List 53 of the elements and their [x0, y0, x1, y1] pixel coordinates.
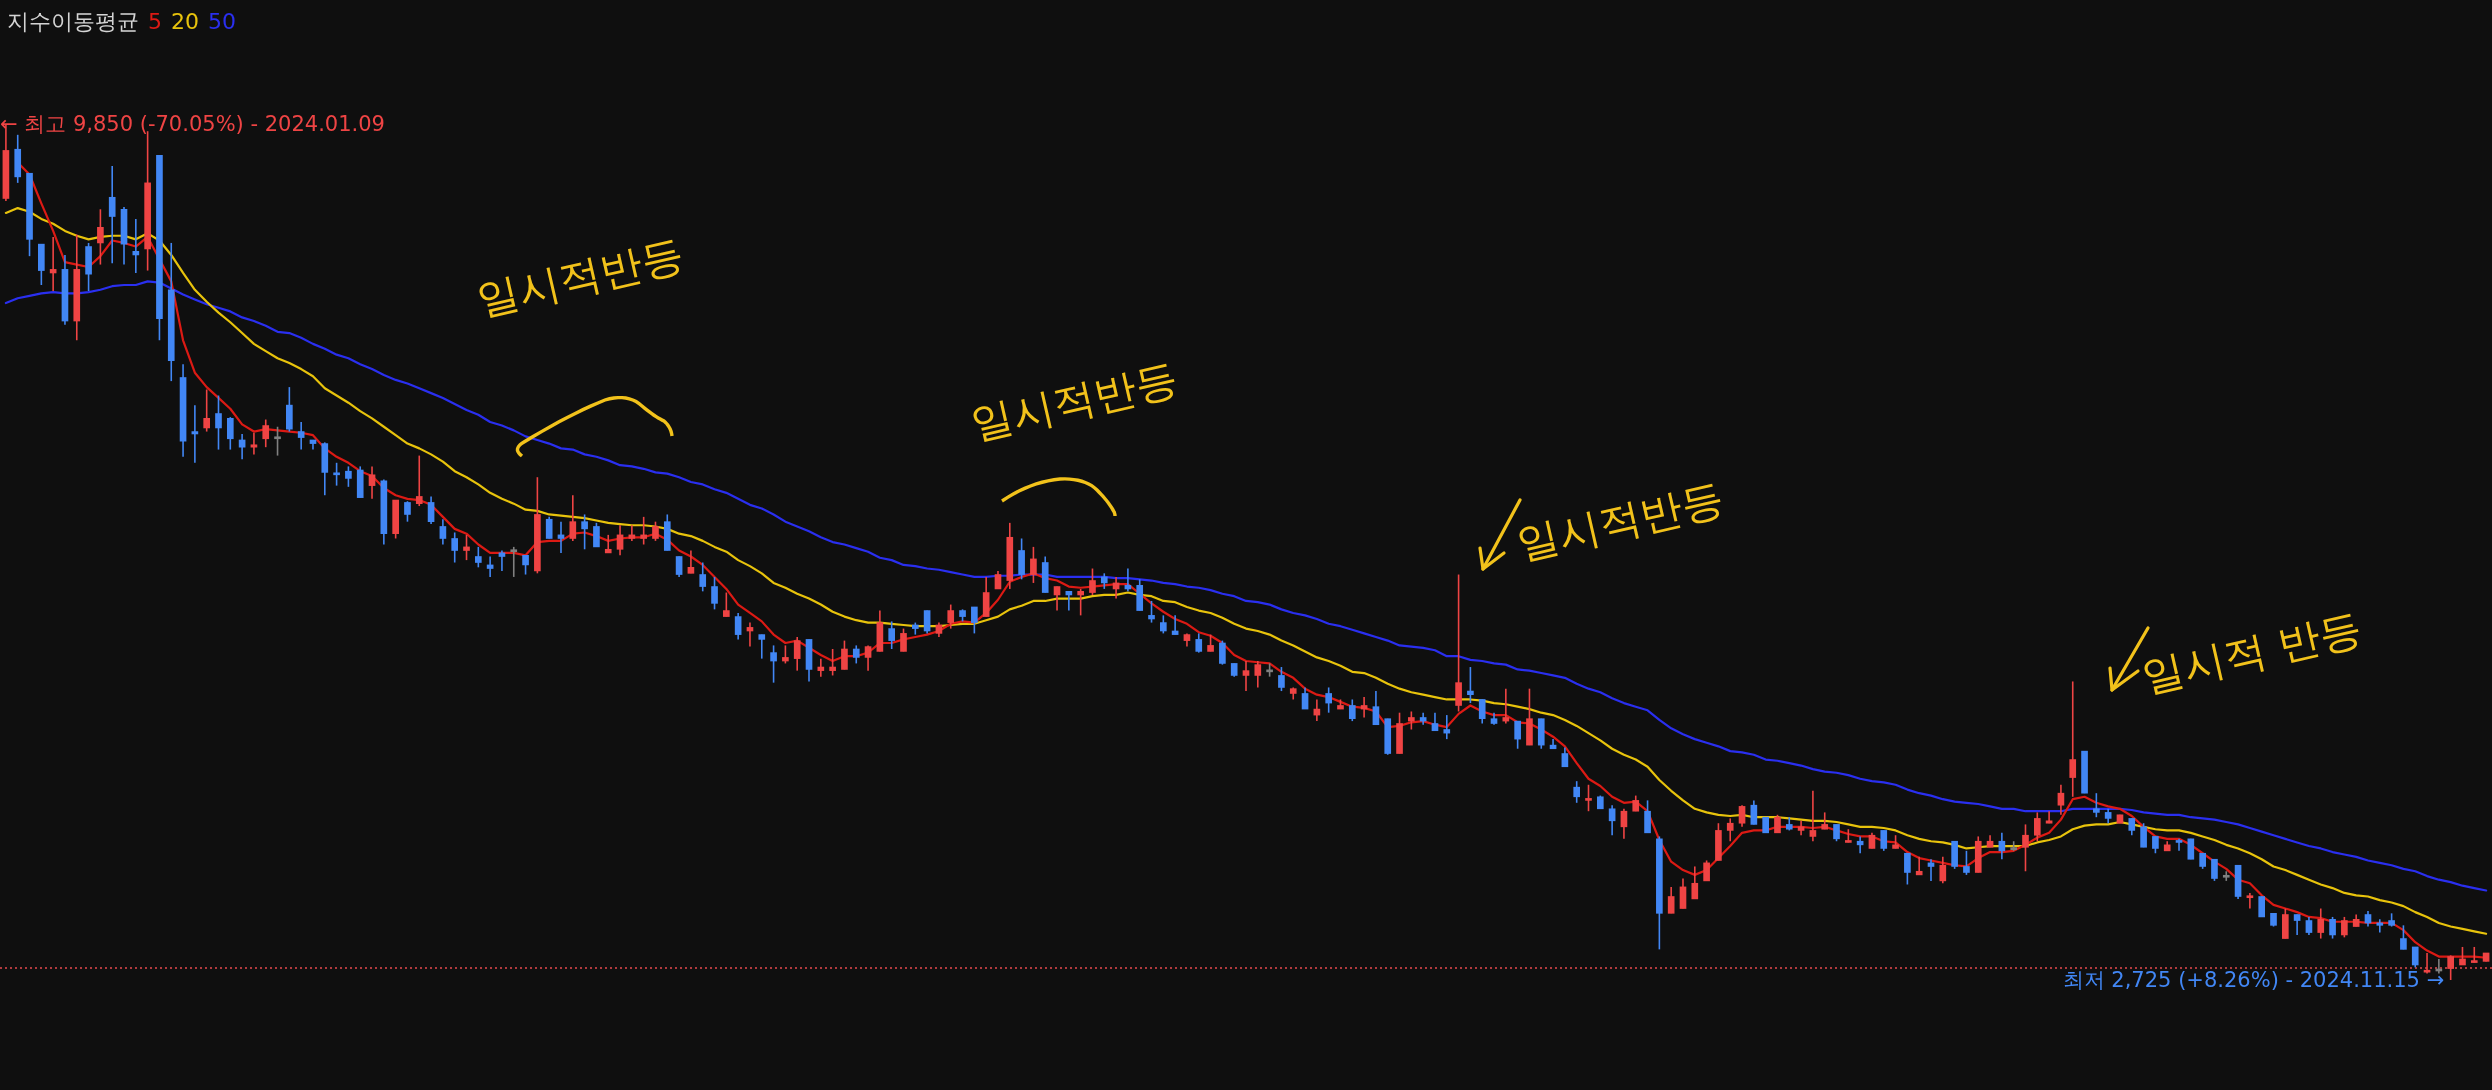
candlestick — [581, 513, 588, 551]
candlestick — [711, 576, 718, 611]
candlestick — [226, 416, 234, 451]
candlestick — [1278, 666, 1285, 692]
candlestick — [1160, 614, 1167, 635]
candlestick — [2341, 916, 2348, 939]
candlestick — [274, 425, 281, 457]
legend-title: 지수이동평균 — [7, 9, 139, 34]
annotation: ← 최고 9,850 (-70.05%) - 2024.01.09 — [0, 111, 385, 137]
candlestick — [215, 394, 222, 451]
candlestick — [2093, 792, 2100, 819]
candlestick — [1585, 783, 1592, 812]
candlestick — [404, 500, 411, 523]
candlestick — [1455, 573, 1462, 713]
candlestick — [2081, 750, 2088, 794]
candlestick — [1904, 852, 1911, 886]
candlestick — [156, 154, 163, 342]
candlestick — [1089, 567, 1096, 596]
candlestick — [38, 243, 45, 286]
candlestick — [1219, 639, 1226, 666]
candlestick — [723, 591, 730, 618]
candlestick — [770, 644, 777, 684]
candlestick — [1018, 537, 1025, 581]
candlestick — [2281, 907, 2289, 940]
candlestick — [1951, 840, 1958, 870]
text: 20 — [171, 9, 199, 34]
text: 50 — [208, 9, 236, 34]
candlestick — [888, 620, 896, 650]
candlestick — [2140, 822, 2147, 849]
candlestick — [474, 546, 482, 569]
candlestick — [1526, 687, 1533, 746]
candlestick — [841, 639, 848, 671]
candlestick — [26, 172, 33, 257]
candlestick — [2400, 924, 2407, 951]
candlestick — [1963, 850, 1970, 876]
candlestick — [2022, 823, 2029, 873]
candlestick — [2211, 858, 2218, 882]
candlestick — [333, 462, 340, 487]
candlestick — [2116, 814, 2124, 825]
candlestick — [652, 520, 659, 542]
candlestick — [900, 627, 907, 653]
candlestick — [1715, 822, 1722, 862]
annotation: 일시적 반등 — [2137, 603, 2367, 702]
candlestick — [1656, 835, 1663, 951]
candlestick — [1396, 711, 1403, 755]
candlestick — [345, 465, 352, 488]
candlestick — [2258, 895, 2266, 918]
text: 5 — [148, 9, 162, 34]
candlestick — [534, 476, 541, 575]
candlestick — [2045, 810, 2053, 825]
annotation: 최저 2,725 (+8.26%) - 2024.11.15 → — [2062, 967, 2445, 993]
candlestick — [593, 522, 600, 548]
candlestick — [85, 242, 92, 292]
